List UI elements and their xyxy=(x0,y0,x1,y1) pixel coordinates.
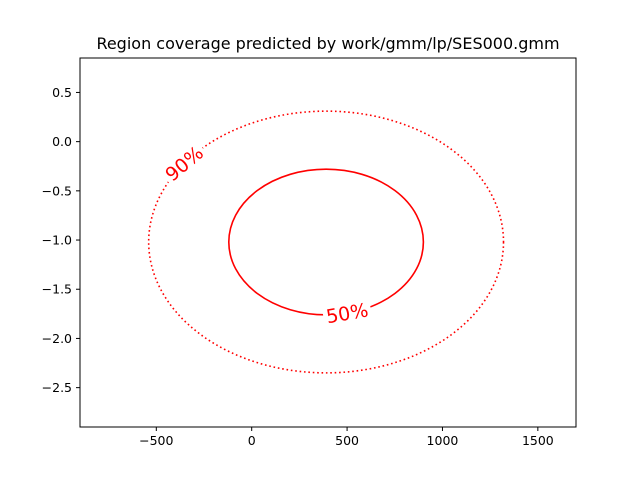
x-tick-label: 0 xyxy=(248,433,256,448)
x-tick-label: 500 xyxy=(335,433,359,448)
y-tick-label: −1.5 xyxy=(42,282,72,297)
y-tick-label: −2.5 xyxy=(42,380,72,395)
x-tick-label: 1500 xyxy=(522,433,554,448)
contour-label-group: 50% xyxy=(321,295,373,328)
contour-label-gap xyxy=(321,295,373,328)
y-tick-label: −1.0 xyxy=(42,233,72,248)
y-tick-label: −0.5 xyxy=(42,183,72,198)
contour-90-percent xyxy=(147,110,505,374)
y-tick-label: −2.0 xyxy=(42,331,72,346)
x-tick-label: −500 xyxy=(139,433,173,448)
plot-area: 50% 90% xyxy=(147,110,505,374)
x-tick-label: 1000 xyxy=(427,433,459,448)
y-tick-label: 0.5 xyxy=(52,85,72,100)
axes: −500 0 500 1000 1500 0.5 0.0 −0.5 −1.0 −1.5 −2.0 −2… xyxy=(42,57,577,448)
contour-50-percent xyxy=(228,168,425,316)
chart-title: Region coverage predicted by work/gmm/lp… xyxy=(96,34,559,53)
contour-label-gap xyxy=(157,137,210,188)
axes-frame xyxy=(79,57,577,428)
y-tick-label: 0.0 xyxy=(52,134,72,149)
contour-label-group: 90% xyxy=(157,137,210,188)
